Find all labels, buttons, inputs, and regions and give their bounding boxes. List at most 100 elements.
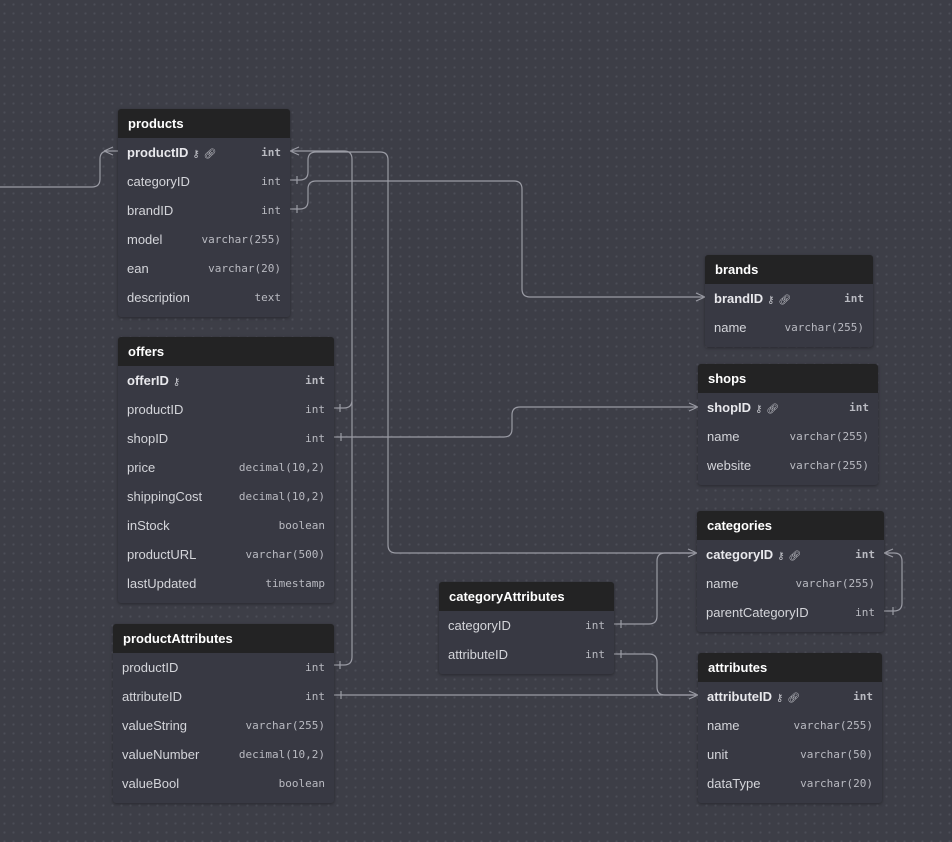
field-row[interactable]: name varchar(255): [698, 422, 878, 451]
field-type: int: [844, 292, 864, 305]
table-attributes[interactable]: attributes attributeID ⚷ 🔗︎ int name varchar(2…: [698, 653, 882, 803]
key-icon: ⚷: [192, 149, 200, 160]
field-row[interactable]: valueString varchar(255): [113, 711, 334, 740]
table-header[interactable]: brands: [705, 255, 873, 284]
field-row[interactable]: unit varchar(50): [698, 740, 882, 769]
field-row[interactable]: categoryID int: [439, 611, 614, 640]
field-type: int: [305, 661, 325, 674]
field-row[interactable]: attributeID ⚷ 🔗︎ int: [698, 682, 882, 711]
field-type: int: [855, 606, 875, 619]
field-row[interactable]: productURL varchar(500): [118, 540, 334, 569]
table-header[interactable]: categoryAttributes: [439, 582, 614, 611]
table-categoryAttributes[interactable]: categoryAttributes categoryID int attribute…: [439, 582, 614, 674]
field-row[interactable]: brandID int: [118, 196, 290, 225]
field-name: brandID: [127, 203, 174, 218]
connector-shopID-shops[interactable]: [334, 402, 699, 441]
field-name: offerID: [127, 373, 169, 388]
table-header[interactable]: categories: [697, 511, 884, 540]
field-type: varchar(500): [245, 548, 325, 561]
field-row[interactable]: shopID ⚷ 🔗︎ int: [698, 393, 878, 422]
field-type: int: [853, 690, 873, 703]
key-icon: ⚷: [767, 295, 775, 306]
field-row[interactable]: shopID int: [118, 424, 334, 453]
field-type: decimal(10,2): [238, 461, 325, 474]
field-row[interactable]: valueBool boolean: [113, 769, 334, 798]
field-name: name: [706, 576, 739, 591]
field-type: boolean: [278, 777, 325, 790]
field-row[interactable]: attributeID int: [439, 640, 614, 669]
field-row[interactable]: productID int: [118, 395, 334, 424]
table-products[interactable]: products productID ⚷ 🔗︎ int categoryID int bran…: [118, 109, 290, 317]
field-name: website: [707, 458, 752, 473]
field-name: categoryID: [706, 547, 774, 562]
field-name: attributeID: [707, 689, 772, 704]
field-name: categoryID: [448, 618, 511, 633]
table-brands[interactable]: brands brandID ⚷ 🔗︎ int name varchar(255): [705, 255, 873, 347]
table-offers[interactable]: offers offerID ⚷ int productID int shopID int pr…: [118, 337, 334, 603]
field-row[interactable]: name varchar(255): [705, 313, 873, 342]
table-header[interactable]: attributes: [698, 653, 882, 682]
connector-categoryAttributes-attributes[interactable]: [614, 650, 698, 696]
field-type: varchar(20): [800, 777, 873, 790]
field-row[interactable]: productID ⚷ 🔗︎ int: [118, 138, 290, 167]
field-name: shopID: [127, 431, 169, 446]
link-icon: 🔗︎: [788, 551, 802, 562]
field-row[interactable]: shippingCost decimal(10,2): [118, 482, 334, 511]
field-type: varchar(255): [789, 430, 869, 443]
field-type: varchar(255): [793, 719, 873, 732]
field-name: shopID: [707, 400, 752, 415]
field-row[interactable]: categoryID ⚷ 🔗︎ int: [697, 540, 884, 569]
field-row[interactable]: productID int: [113, 653, 334, 682]
connector-categoryAttributes-categories[interactable]: [614, 552, 697, 628]
field-name: ean: [127, 261, 149, 276]
field-row[interactable]: name varchar(255): [698, 711, 882, 740]
field-type: varchar(255): [789, 459, 869, 472]
field-row[interactable]: description text: [118, 283, 290, 312]
field-row[interactable]: attributeID int: [113, 682, 334, 711]
field-type: varchar(50): [800, 748, 873, 761]
connector-parentCategory-self[interactable]: [883, 548, 903, 615]
field-type: int: [305, 374, 325, 387]
field-type: int: [305, 403, 325, 416]
field-row[interactable]: price decimal(10,2): [118, 453, 334, 482]
field-name: productID: [127, 145, 189, 160]
field-type: int: [585, 648, 605, 661]
connector-productID-offers-productAttributes[interactable]: [289, 146, 353, 669]
field-name: description: [127, 290, 190, 305]
table-header[interactable]: products: [118, 109, 290, 138]
field-row[interactable]: brandID ⚷ 🔗︎ int: [705, 284, 873, 313]
field-row[interactable]: categoryID int: [118, 167, 290, 196]
connector-categoryID-categories[interactable]: [290, 151, 698, 558]
field-name: attributeID: [448, 647, 508, 662]
table-header[interactable]: offers: [118, 337, 334, 366]
table-header[interactable]: productAttributes: [113, 624, 334, 653]
field-row[interactable]: inStock boolean: [118, 511, 334, 540]
connector-attributeID-attributes[interactable]: [334, 690, 699, 700]
field-name: shippingCost: [127, 489, 203, 504]
field-row[interactable]: name varchar(255): [697, 569, 884, 598]
field-type: varchar(20): [208, 262, 281, 275]
field-name: unit: [707, 747, 728, 762]
key-icon: ⚷: [776, 693, 784, 704]
field-row[interactable]: website varchar(255): [698, 451, 878, 480]
field-name: valueBool: [122, 776, 180, 791]
connector-brandID-brands[interactable]: [290, 180, 706, 302]
field-row[interactable]: lastUpdated timestamp: [118, 569, 334, 598]
field-row[interactable]: dataType varchar(20): [698, 769, 882, 798]
field-name: attributeID: [122, 689, 182, 704]
table-header[interactable]: shops: [698, 364, 878, 393]
table-productAttributes[interactable]: productAttributes productID int attributeID…: [113, 624, 334, 803]
connector-external-productID[interactable]: [0, 146, 118, 188]
field-row[interactable]: offerID ⚷ int: [118, 366, 334, 395]
field-type: text: [254, 291, 282, 304]
field-row[interactable]: parentCategoryID int: [697, 598, 884, 627]
table-shops[interactable]: shops shopID ⚷ 🔗︎ int name varchar(255) website…: [698, 364, 878, 485]
field-type: int: [261, 204, 281, 217]
field-name: valueString: [122, 718, 188, 733]
table-categories[interactable]: categories categoryID ⚷ 🔗︎ int name varchar(25…: [697, 511, 884, 632]
key-icon: ⚷: [755, 404, 763, 415]
field-row[interactable]: model varchar(255): [118, 225, 290, 254]
field-type: int: [849, 401, 869, 414]
field-row[interactable]: ean varchar(20): [118, 254, 290, 283]
field-row[interactable]: valueNumber decimal(10,2): [113, 740, 334, 769]
